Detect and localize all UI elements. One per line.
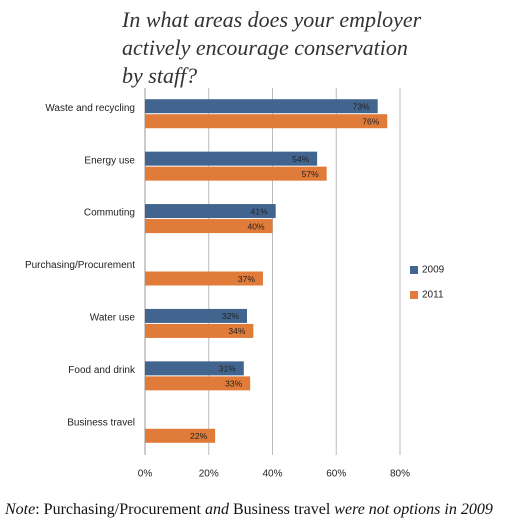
note-part: and [205,501,230,518]
bar [145,166,327,181]
bar [145,361,244,376]
bar [145,271,263,286]
y-tick-label: Business travel [67,417,135,428]
y-tick-label: Energy use [84,155,135,166]
note-part: Business travel [229,501,334,518]
chart-title: actively encourage conservation [122,35,408,60]
value-label: 54% [292,154,309,164]
bar [145,114,388,129]
bar [145,99,378,114]
y-tick-label: Commuting [84,208,135,219]
chart-title: by staff? [122,63,197,88]
value-label: 57% [302,169,319,179]
value-label: 32% [222,311,239,321]
y-tick-label: Water use [90,313,136,324]
value-label: 37% [238,274,255,284]
value-label: 31% [219,364,236,374]
legend-swatch [410,266,418,274]
bar [145,204,276,219]
note-part: were not options in 2009 [334,501,493,518]
value-label: 33% [225,379,242,389]
value-label: 41% [251,206,268,216]
legend-label: 2011 [422,290,444,301]
x-tick-label: 40% [262,469,282,480]
value-label: 34% [228,326,245,336]
legend-swatch [410,291,418,299]
x-tick-label: 0% [138,469,153,480]
value-label: 22% [190,431,207,441]
bar [145,376,251,391]
value-label: 40% [247,221,264,231]
x-tick-label: 60% [326,469,346,480]
y-tick-label: Food and drink [68,365,136,376]
bar [145,219,273,234]
bar [145,308,247,323]
x-tick-label: 80% [390,469,410,480]
chart-title: In what areas does your employer [121,7,422,32]
note-part: Note [4,501,35,518]
note: Note: Purchasing/Procurement and Busines… [4,501,493,518]
y-tick-label: Purchasing/Procurement [25,260,135,271]
bar [145,151,318,166]
value-label: 73% [353,101,370,111]
bar [145,428,216,443]
legend-label: 2009 [422,265,445,276]
x-tick-label: 20% [199,469,219,480]
bar [145,323,254,338]
value-label: 76% [362,116,379,126]
note-part: : Purchasing/Procurement [35,501,205,518]
y-tick-label: Waste and recycling [45,103,135,114]
